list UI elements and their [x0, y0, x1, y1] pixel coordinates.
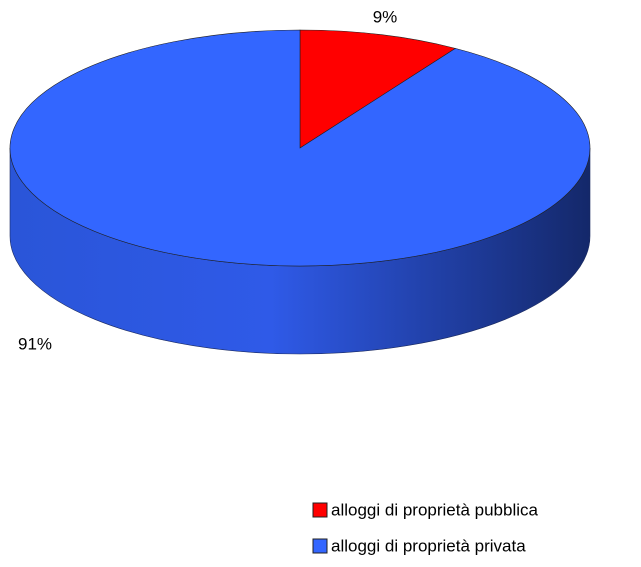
legend-swatch — [312, 502, 328, 518]
legend-label: alloggi di proprietà pubblica — [331, 500, 539, 519]
pie-slice — [299, 29, 457, 149]
value-label: 9% — [373, 7, 398, 26]
legend-label: alloggi di proprietà privata — [331, 536, 526, 555]
pie-slice — [9, 29, 591, 267]
value-label: 91% — [18, 334, 52, 353]
legend-swatch — [312, 538, 328, 554]
